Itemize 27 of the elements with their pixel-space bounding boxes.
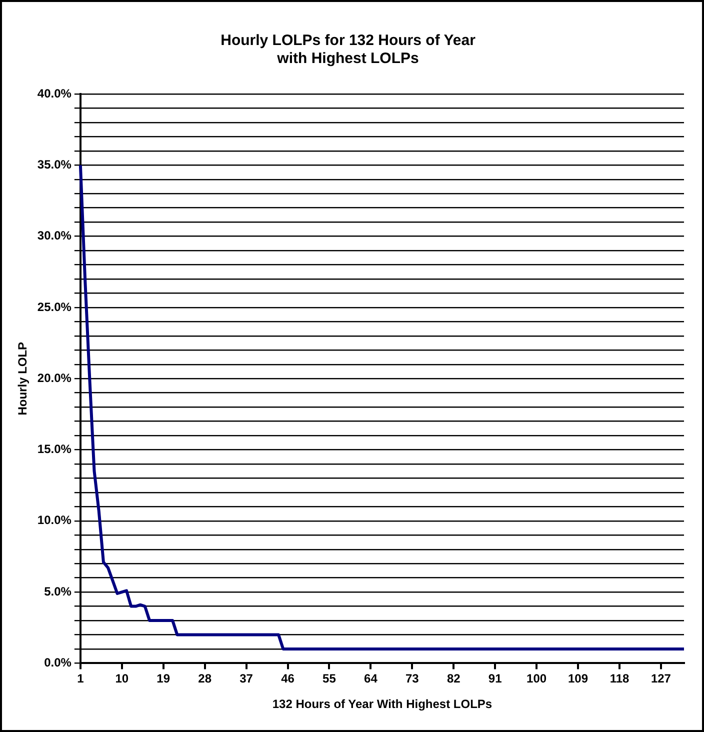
- y-axis-title: Hourly LOLP: [16, 342, 30, 416]
- y-tick-label: 40.0%: [37, 86, 72, 100]
- x-tick-label: 82: [446, 672, 461, 686]
- y-tick-label: 35.0%: [37, 157, 72, 172]
- x-tick-label: 55: [322, 672, 336, 686]
- x-tick-label: 127: [650, 672, 672, 686]
- x-tick-label: 100: [526, 672, 547, 686]
- chart-title: Hourly LOLPs for 132 Hours of Year with Highest LOLPs: [220, 32, 476, 68]
- x-axis-title: 132 Hours of Year With Highest LOLPs: [272, 697, 492, 712]
- y-tick-label: 10.0%: [37, 513, 72, 528]
- x-tick-label: 91: [488, 672, 502, 686]
- y-tick-label: 5.0%: [44, 584, 72, 598]
- y-tick-label: 30.0%: [37, 228, 72, 243]
- x-tick-label: 118: [610, 672, 630, 686]
- x-tick-label: 46: [281, 672, 295, 686]
- x-tick-label: 19: [156, 672, 170, 686]
- y-tick-label: 20.0%: [37, 370, 72, 385]
- x-tick-label: 37: [240, 672, 254, 686]
- x-tick-label: 10: [115, 672, 129, 686]
- y-tick-label: 0.0%: [44, 656, 72, 670]
- x-tick-label: 109: [568, 672, 588, 686]
- x-tick-label: 28: [198, 672, 212, 686]
- y-tick-label: 25.0%: [37, 300, 72, 314]
- x-tick-label: 73: [405, 672, 420, 686]
- y-tick-label: 15.0%: [37, 442, 72, 456]
- x-tick-label: 1: [77, 672, 84, 686]
- x-tick-label: 64: [364, 672, 378, 686]
